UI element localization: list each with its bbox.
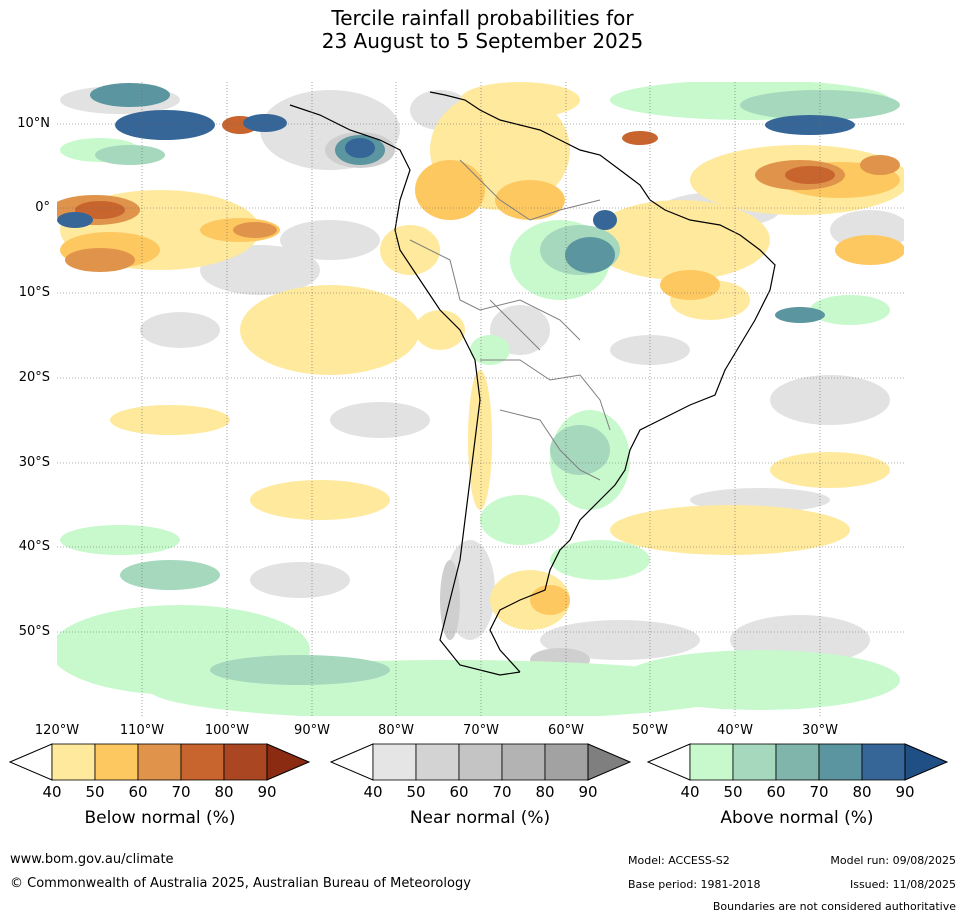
colorbar-segment — [689, 743, 734, 781]
colorbar-tick-label: 90 — [578, 783, 598, 801]
colorbar-tick-label: 70 — [171, 783, 191, 801]
colorbar-near-normal — [329, 743, 632, 781]
colorbar-tick-label: 60 — [449, 783, 469, 801]
footer-url: www.bom.gov.au/climate — [10, 852, 174, 867]
footer-base-period: Base period: 1981-2018 — [628, 878, 761, 891]
colorbar-tick-label: 60 — [766, 783, 786, 801]
colorbar-tick-label: 80 — [214, 783, 234, 801]
colorbar-tick-label: 50 — [406, 783, 426, 801]
colorbar-tick-label: 90 — [895, 783, 915, 801]
footer-model-run: Model run: 09/08/2025 — [830, 854, 956, 867]
colorbar-segment — [94, 743, 139, 781]
lon-label-110w: 110°W — [119, 723, 165, 738]
colorbar-below-normal — [8, 743, 311, 781]
colorbar-tick-label: 70 — [492, 783, 512, 801]
lon-label-70w: 70°W — [463, 723, 499, 738]
footer-disclaimer: Boundaries are not considered authoritat… — [712, 900, 956, 913]
colorbar-segment — [818, 743, 863, 781]
above-normal-label: Above normal (%) — [720, 808, 874, 828]
map-title-line-1: Tercile rainfall probabilities for — [331, 6, 634, 30]
lat-label-20s: 20°S — [18, 370, 50, 385]
lon-label-60w: 60°W — [548, 723, 584, 738]
colorbar-segment — [51, 743, 96, 781]
colorbar-segment — [587, 743, 632, 781]
colorbar-segment — [646, 743, 691, 781]
colorbar-segment — [501, 743, 546, 781]
colorbar-tick-label: 90 — [257, 783, 277, 801]
lat-label-10s: 10°S — [18, 285, 50, 300]
colorbar-segment — [137, 743, 182, 781]
map-title-line-2: 23 August to 5 September 2025 — [321, 29, 644, 53]
colorbar-segment — [415, 743, 460, 781]
colorbar-tick-label: 70 — [809, 783, 829, 801]
colorbar-segment — [180, 743, 225, 781]
colorbar-tick-label: 40 — [680, 783, 700, 801]
lon-label-100w: 100°W — [204, 723, 250, 738]
graticule — [57, 82, 904, 716]
colorbar-segment — [266, 743, 311, 781]
lat-label-0: 0° — [35, 200, 50, 215]
colorbar-segment — [8, 743, 53, 781]
lat-label-50s: 50°S — [18, 624, 50, 639]
near-normal-label: Near normal (%) — [409, 808, 551, 828]
footer-copyright: © Commonwealth of Australia 2025, Austra… — [10, 876, 471, 891]
country-borders — [409, 159, 611, 481]
colorbar-segment — [861, 743, 906, 781]
colorbar-above-normal — [646, 743, 949, 781]
lon-label-30w: 30°W — [802, 723, 838, 738]
lon-label-90w: 90°W — [294, 723, 330, 738]
colorbar-segment — [458, 743, 503, 781]
colorbar-segment — [329, 743, 374, 781]
lon-label-80w: 80°W — [378, 723, 414, 738]
colorbar-segment — [775, 743, 820, 781]
lat-label-40s: 40°S — [18, 539, 50, 554]
lat-label-10n: 10°N — [17, 116, 50, 131]
lon-label-50w: 50°W — [632, 723, 668, 738]
below-normal-label: Below normal (%) — [84, 808, 236, 828]
lat-label-30s: 30°S — [18, 455, 50, 470]
colorbar-segment — [732, 743, 777, 781]
lon-label-40w: 40°W — [717, 723, 753, 738]
colorbar-segment — [904, 743, 949, 781]
lon-label-120w: 120°W — [34, 723, 80, 738]
colorbar-tick-label: 80 — [535, 783, 555, 801]
colorbar-segment — [544, 743, 589, 781]
colorbar-tick-label: 50 — [85, 783, 105, 801]
probability-field — [57, 82, 904, 716]
colorbar-tick-label: 40 — [42, 783, 62, 801]
coastline — [289, 91, 776, 676]
colorbar-tick-label: 60 — [128, 783, 148, 801]
colorbar-segment — [372, 743, 417, 781]
footer-issued: Issued: 11/08/2025 — [849, 878, 956, 891]
footer-model: Model: ACCESS-S2 — [628, 854, 730, 867]
colorbar-tick-label: 80 — [852, 783, 872, 801]
colorbar-segment — [223, 743, 268, 781]
colorbar-tick-label: 40 — [363, 783, 383, 801]
colorbar-tick-label: 50 — [723, 783, 743, 801]
